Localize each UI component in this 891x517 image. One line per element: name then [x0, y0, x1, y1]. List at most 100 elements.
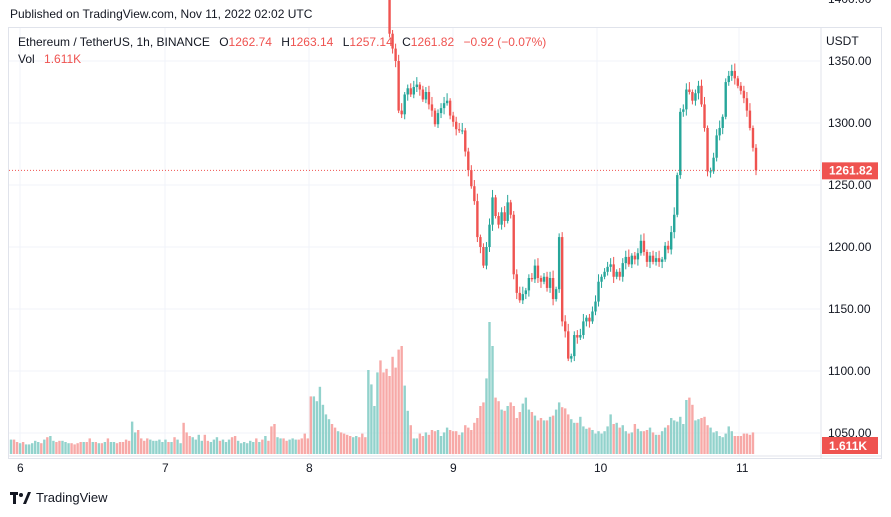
volume-bar: [591, 430, 594, 454]
volume-bar: [291, 438, 294, 454]
volume-bar: [288, 439, 291, 454]
volume-bar: [554, 409, 558, 454]
volume-bar: [494, 397, 497, 454]
volume-bar: [170, 442, 173, 454]
volume-bar: [697, 419, 700, 454]
volume-bar: [497, 401, 500, 454]
volume-bar: [40, 443, 43, 454]
axes: 1050.00 1100.00 1150.00 1200.00 1250.00 1300.…: [9, 0, 882, 475]
volume-bar: [660, 431, 664, 454]
symbol-info[interactable]: Ethereum / TetherUS, 1h, BINANCE: [18, 35, 210, 49]
open-label: O: [219, 35, 228, 49]
volume-bar: [464, 425, 467, 454]
volume-bar: [576, 422, 579, 454]
volume-bar: [15, 442, 19, 454]
candle-body: [557, 237, 561, 290]
candle-body: [485, 247, 488, 266]
candle-body: [660, 259, 664, 262]
volume-bar: [382, 372, 385, 454]
candle-body: [436, 113, 440, 125]
volume-bar: [642, 431, 646, 454]
volume-bar: [276, 437, 279, 454]
candle-body: [651, 255, 655, 262]
volume-bar: [221, 439, 225, 454]
candle-body: [745, 98, 749, 111]
volume-bar: [670, 418, 673, 454]
volume-bar: [252, 442, 255, 454]
volume-bar: [112, 442, 116, 454]
volume-bar: [527, 409, 531, 454]
volume-bar: [451, 431, 455, 454]
volume-bar: [479, 406, 482, 454]
candle-body: [679, 111, 682, 176]
volume-bar: [158, 439, 161, 454]
x-tick-label: 8: [306, 461, 313, 475]
volume-bar: [545, 420, 549, 454]
volume-bar: [333, 427, 337, 454]
volume-bar: [12, 439, 16, 454]
volume-bar: [64, 442, 67, 454]
volume-bar: [467, 427, 470, 454]
candle-body: [567, 331, 570, 359]
volume-bar: [651, 432, 655, 454]
candle-body: [391, 33, 394, 49]
candle-body: [676, 175, 679, 215]
grid: [9, 28, 820, 456]
candle-body: [527, 278, 531, 291]
volume-bar: [136, 430, 140, 454]
candle-body: [554, 289, 558, 300]
candle-body: [576, 335, 579, 338]
volume-bar: [209, 442, 213, 454]
volume-bar: [85, 442, 88, 454]
footer-brand[interactable]: TradingView: [10, 490, 108, 505]
candle-body: [748, 110, 752, 128]
candle-body: [570, 356, 573, 359]
volume-bar: [118, 442, 122, 454]
volume-bar: [594, 433, 597, 454]
volume-bar: [46, 437, 49, 454]
volume-bar: [9, 439, 13, 454]
candle-body: [594, 301, 597, 312]
candle-body: [512, 214, 515, 275]
volume-bar: [97, 443, 101, 454]
candle-body: [727, 75, 730, 83]
candle-body: [585, 317, 588, 322]
candle-body: [500, 212, 503, 225]
volume-bar: [249, 440, 252, 454]
volume-bar: [191, 437, 194, 454]
candle-body: [497, 216, 500, 225]
candle-body: [639, 240, 643, 254]
volume-bar: [34, 440, 37, 454]
candle-body: [539, 278, 543, 282]
volume-bar: [121, 442, 125, 454]
y-tick-label: 1050.00: [828, 426, 872, 440]
volume-bar: [355, 436, 358, 454]
volume-bar: [200, 440, 203, 454]
volume-bar: [663, 427, 667, 454]
candle-body: [697, 85, 700, 94]
candle-body: [560, 237, 564, 322]
volume-bar: [524, 397, 528, 454]
volume-bar: [533, 415, 537, 454]
volume-bar: [306, 438, 309, 454]
volume-bar: [55, 442, 58, 454]
volume-bar: [636, 428, 640, 454]
volume-bar: [666, 425, 670, 454]
svg-text:Ethereum / TetherUS, 1h, BINAN: Ethereum / TetherUS, 1h, BINANCE O1262.7…: [18, 35, 546, 49]
volume-bar: [255, 438, 258, 454]
volume-bar: [146, 438, 149, 454]
volume-bar: [485, 378, 488, 454]
volume-bar: [606, 426, 609, 454]
volume-value: 1.611K: [44, 52, 81, 66]
volume-bar: [676, 421, 679, 454]
candle-body: [718, 127, 721, 136]
candle-body: [521, 294, 525, 301]
candle-body: [754, 147, 758, 171]
candle-body: [724, 82, 727, 117]
candle-body: [588, 317, 591, 322]
volume-bar: [348, 436, 352, 454]
candle-body: [421, 89, 425, 100]
candle-body: [548, 278, 552, 288]
volume-bar: [197, 434, 200, 454]
